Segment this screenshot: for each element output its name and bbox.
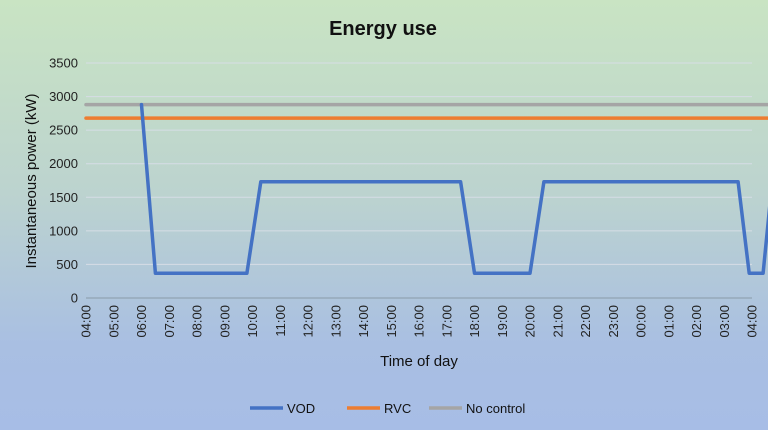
y-tick-label: 1000 bbox=[49, 223, 78, 238]
series-line-vod bbox=[139, 102, 768, 275]
x-tick-label: 21:00 bbox=[550, 305, 565, 338]
x-tick-label: 14:00 bbox=[356, 305, 371, 338]
x-tick-label: 03:00 bbox=[717, 305, 732, 338]
x-tick-label: 10:00 bbox=[245, 305, 260, 338]
chart-title: Energy use bbox=[329, 18, 437, 40]
legend-label: VOD bbox=[287, 401, 315, 416]
x-tick-label: 09:00 bbox=[217, 305, 232, 338]
y-tick-label: 3000 bbox=[49, 89, 78, 104]
legend-label: No control bbox=[466, 401, 525, 416]
y-tick-label: 500 bbox=[56, 257, 78, 272]
x-tick-label: 20:00 bbox=[523, 305, 538, 338]
x-tick-label: 18:00 bbox=[467, 305, 482, 338]
x-tick-label: 05:00 bbox=[106, 305, 121, 338]
x-tick-label: 22:00 bbox=[578, 305, 593, 338]
x-tick-label: 15:00 bbox=[384, 305, 399, 338]
y-tick-label: 3500 bbox=[49, 56, 78, 71]
legend: VOD RVC No control bbox=[250, 401, 525, 416]
legend-label: RVC bbox=[384, 401, 411, 416]
x-tick-label: 23:00 bbox=[606, 305, 621, 338]
x-tick-label: 11:00 bbox=[273, 305, 288, 337]
x-tick-label: 08:00 bbox=[190, 305, 205, 338]
x-tick-label: 19:00 bbox=[495, 305, 510, 338]
x-tick-label: 12:00 bbox=[301, 305, 316, 338]
y-tick-label: 2000 bbox=[49, 156, 78, 171]
x-tick-label: 06:00 bbox=[134, 305, 149, 338]
gridlines bbox=[86, 62, 752, 299]
x-tick-label: 04:00 bbox=[79, 305, 94, 338]
y-tick-label: 1500 bbox=[49, 190, 78, 205]
x-axis-label: Time of day bbox=[380, 353, 458, 370]
x-tick-label: 16:00 bbox=[412, 305, 427, 338]
y-axis-ticks: 0 500 1000 1500 2000 2500 3000 3500 bbox=[49, 56, 78, 306]
x-tick-label: 02:00 bbox=[689, 305, 704, 338]
x-tick-label: 01:00 bbox=[661, 305, 676, 338]
x-tick-label: 04:00 bbox=[745, 305, 760, 338]
x-tick-label: 00:00 bbox=[634, 305, 649, 338]
y-tick-label: 0 bbox=[71, 291, 78, 306]
x-tick-label: 13:00 bbox=[328, 305, 343, 338]
y-axis-label: Instantaneous power (kW) bbox=[23, 93, 40, 268]
x-tick-label: 07:00 bbox=[162, 305, 177, 338]
y-tick-label: 2500 bbox=[49, 123, 78, 138]
x-axis-ticks: 04:00 05:00 06:00 07:00 08:00 09:00 10:00 11:00… bbox=[79, 305, 760, 338]
series-lines bbox=[84, 102, 768, 275]
x-tick-label: 17:00 bbox=[439, 305, 454, 338]
